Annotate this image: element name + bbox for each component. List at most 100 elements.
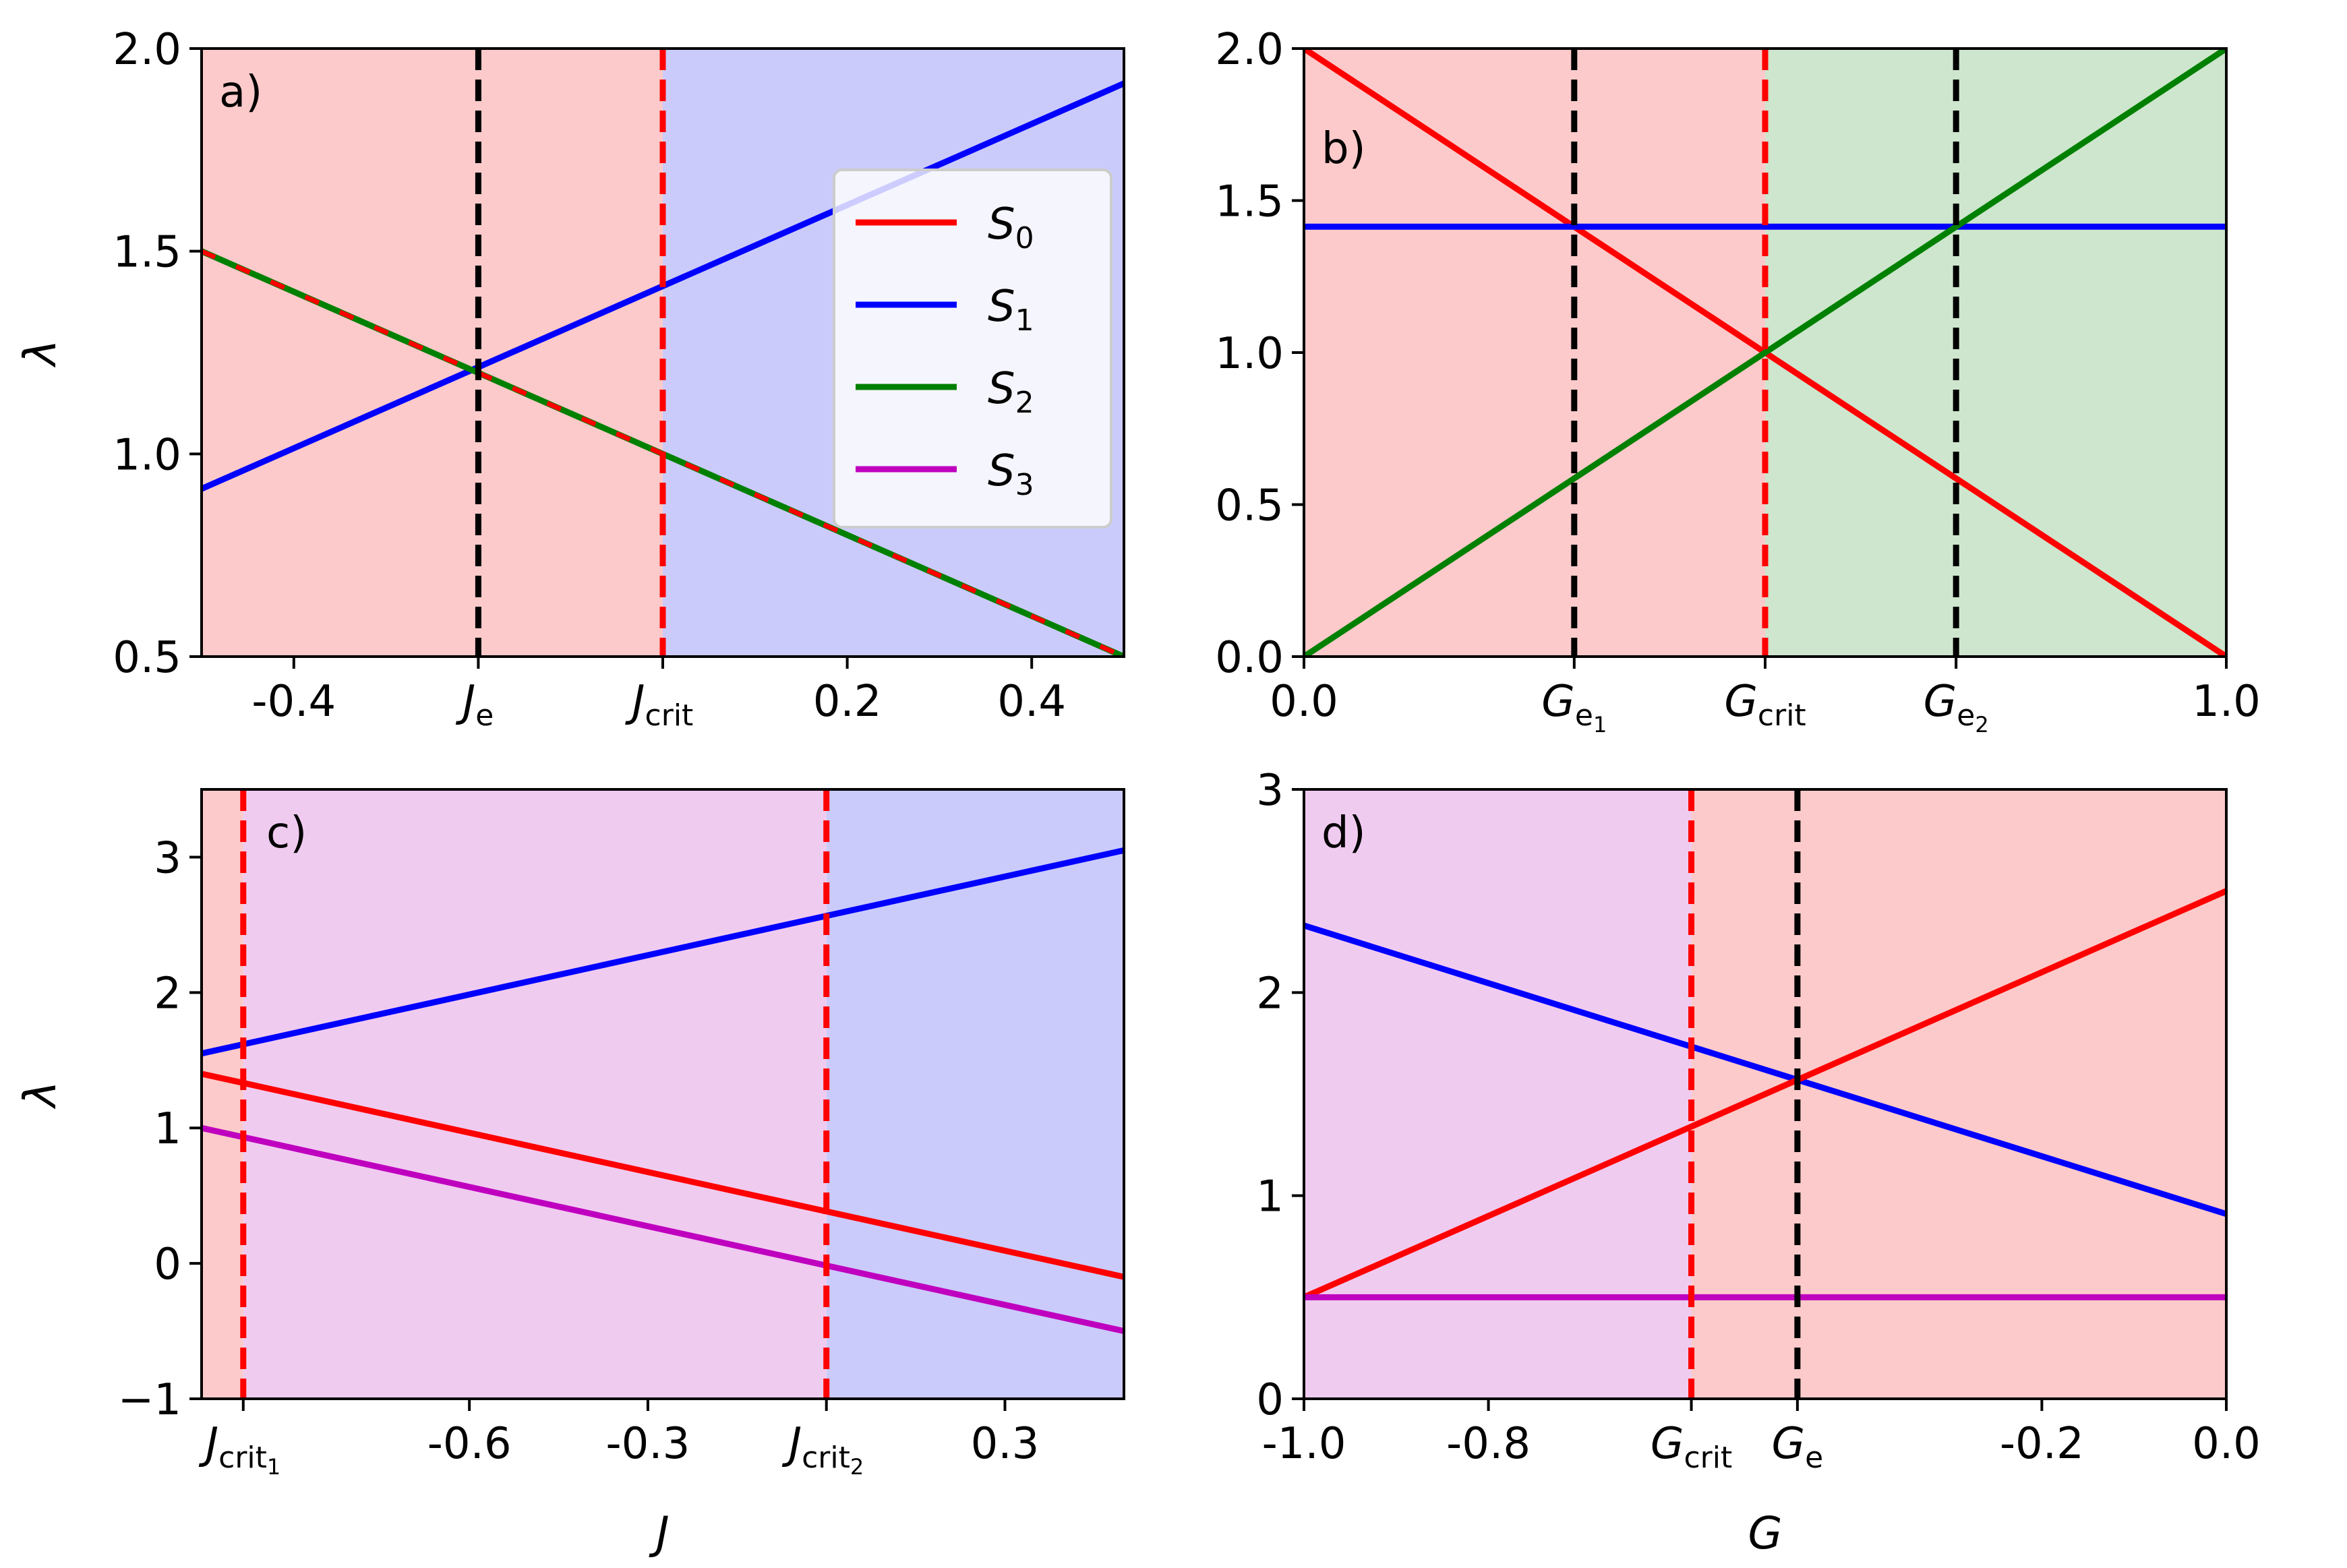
panel-c-regions — [202, 789, 1124, 1399]
panel-a-xtick-label-3: 0.2 — [813, 677, 882, 727]
panel-b-regions — [1304, 49, 2226, 657]
panel-d-label: d) — [1321, 808, 1366, 858]
panel-c-ytick-label-2: 1 — [154, 1104, 181, 1154]
legend-label-S3-main: S — [988, 446, 1015, 496]
panel-b-xtick-label-3-sub: e — [1957, 698, 1975, 733]
panel-a-vlines — [475, 49, 666, 657]
panel-d-xtick-label-2-sub: crit — [1684, 1441, 1732, 1475]
panel-b-xtick-label-1-sub: e — [1575, 698, 1593, 733]
panel-d-xtick-label-3-main: G — [1772, 1419, 1806, 1469]
panel-b-ytick-label-1: 0.5 — [1215, 481, 1284, 531]
panel-b-ticks: 0.0 Ge1 Gcrit Ge2 1.00.00.51.01.52.0 — [1215, 25, 2261, 737]
panel-d-xtick-label-2: Gcrit — [1651, 1419, 1732, 1475]
panel-c-region-1 — [243, 789, 827, 1399]
panel-b-ytick-label-0: 0.0 — [1215, 633, 1284, 683]
panel-a-label: a) — [219, 67, 262, 117]
panel-c-frame — [200, 788, 1125, 1400]
panel-d-xtick-label-2-main: G — [1651, 1419, 1684, 1469]
legend-label-S2: S2 — [988, 364, 1034, 420]
panel-c-ytick-label-4: 3 — [154, 833, 181, 883]
panel-c-vlines — [240, 789, 830, 1399]
panel-d-series — [1304, 887, 2226, 1301]
panel-b-xtick-label-3-sub2: 2 — [1975, 712, 1988, 737]
panel-c-ytick-label-1: 0 — [154, 1240, 181, 1290]
panel-d-ytick-label-3: 3 — [1256, 766, 1284, 816]
legend-label-S0: S0 — [988, 200, 1034, 255]
panel-b-xtick-label-4: 1.0 — [2192, 677, 2261, 727]
panel-a: -0.4 Je Jcrit 0.2 0.40.51.01.52.0 a) λ S0S1S… — [14, 25, 1125, 733]
panel-b: 0.0 Ge1 Gcrit Ge2 1.00.00.51.01.52.0 b) — [1215, 25, 2261, 737]
panel-d-xtick-label-1: -0.8 — [1446, 1419, 1531, 1469]
panel-c-label: c) — [266, 808, 307, 858]
panel-b-ytick-label-4: 2.0 — [1215, 25, 1284, 75]
legend-label-S1-main: S — [988, 282, 1015, 332]
panel-b-label: b) — [1321, 124, 1366, 174]
panel-a-xtick-label-1-sub: e — [475, 698, 494, 733]
panel-d-ytick-label-1: 1 — [1256, 1172, 1284, 1222]
panel-b-region-0 — [1304, 49, 1765, 657]
panel-c-xtick-label-1: -0.6 — [427, 1419, 512, 1469]
panel-d-vlines — [1688, 789, 1801, 1399]
panel-d-xtick-label-0: -1.0 — [1262, 1419, 1346, 1469]
panel-b-vlines — [1571, 49, 1959, 657]
panel-c-xtick-label-0-sub2: 1 — [267, 1454, 280, 1480]
panel-c-line-S1 — [202, 847, 1124, 1057]
legend-label-S3: S3 — [988, 446, 1034, 502]
legend-label-S0-main: S — [988, 200, 1015, 249]
panel-a-ticks: -0.4 Je Jcrit 0.2 0.40.51.01.52.0 — [113, 25, 1066, 733]
panel-a-xtick-label-0: -0.4 — [251, 677, 336, 727]
panel-c-ytick-label-0: −1 — [118, 1375, 181, 1425]
panel-b-region-1 — [1765, 49, 2226, 657]
panel-b-series — [1304, 49, 2226, 657]
panel-b-line-S2 — [1304, 49, 2226, 657]
panel-b-xtick-label-3-main: G — [1924, 677, 1957, 727]
panel-d-xtick-label-3: Ge — [1772, 1419, 1824, 1475]
panel-a-ytick-label-3: 2.0 — [113, 25, 181, 75]
panel-d-line-S0 — [1304, 887, 2226, 1301]
panel-d-xtick-label-5: 0.0 — [2192, 1419, 2261, 1469]
panel-c-line-S0 — [202, 1071, 1124, 1280]
legend-label-S1-sub: 1 — [1015, 303, 1034, 338]
panel-b-xtick-label-0: 0.0 — [1270, 677, 1338, 727]
panel-d-xtick-label-3-sub: e — [1805, 1441, 1823, 1475]
panel-b-ytick-label-3: 1.5 — [1215, 177, 1284, 227]
legend-label-S2-sub: 2 — [1015, 386, 1034, 420]
panel-b-ytick-label-2: 1.0 — [1215, 329, 1284, 379]
legend-label-S2-main: S — [988, 364, 1015, 414]
panel-c-ylabel: λ — [14, 1081, 66, 1109]
panel-d-ytick-label-2: 2 — [1256, 969, 1284, 1019]
panel-b-xtick-label-2-sub: crit — [1758, 698, 1806, 733]
panel-d-xlabel: G — [1748, 1507, 1782, 1559]
panel-a-ytick-label-1: 1.0 — [113, 430, 181, 480]
panel-b-xtick-label-2: Gcrit — [1724, 677, 1806, 733]
panel-d-ytick-label-0: 0 — [1256, 1375, 1284, 1425]
panel-d-line-S1 — [1304, 922, 2226, 1217]
panel-c-xtick-label-2: -0.3 — [605, 1419, 690, 1469]
panel-b-xtick-label-1: Ge1 — [1541, 677, 1607, 737]
panel-d-xtick-label-4: -0.2 — [2000, 1419, 2084, 1469]
legend-label-S0-sub: 0 — [1015, 221, 1034, 255]
panel-c-xtick-label-3-sub: crit — [802, 1441, 850, 1475]
panel-c-xtick-label-4: 0.3 — [971, 1419, 1040, 1469]
legend-label-S3-sub: 3 — [1015, 468, 1034, 502]
panel-a-ytick-label-2: 1.5 — [113, 228, 181, 278]
panel-c-xtick-label-0-sub: crit — [218, 1441, 267, 1475]
panel-b-xtick-label-2-main: G — [1724, 677, 1758, 727]
panel-c-xtick-label-3-sub2: 2 — [850, 1454, 864, 1480]
legend-label-S1: S1 — [988, 282, 1034, 338]
panel-a-xtick-label-4: 0.4 — [997, 677, 1066, 727]
panel-c-series — [202, 847, 1124, 1335]
panel-a-ylabel: λ — [14, 339, 66, 367]
panel-c-region-0 — [202, 789, 243, 1399]
panel-d-region-0 — [1304, 789, 1692, 1399]
panel-c-ytick-label-3: 2 — [154, 969, 181, 1019]
panel-d-frame — [1303, 788, 2228, 1400]
panel-a-xtick-label-2-sub: crit — [645, 698, 694, 733]
legend-box — [833, 169, 1112, 529]
